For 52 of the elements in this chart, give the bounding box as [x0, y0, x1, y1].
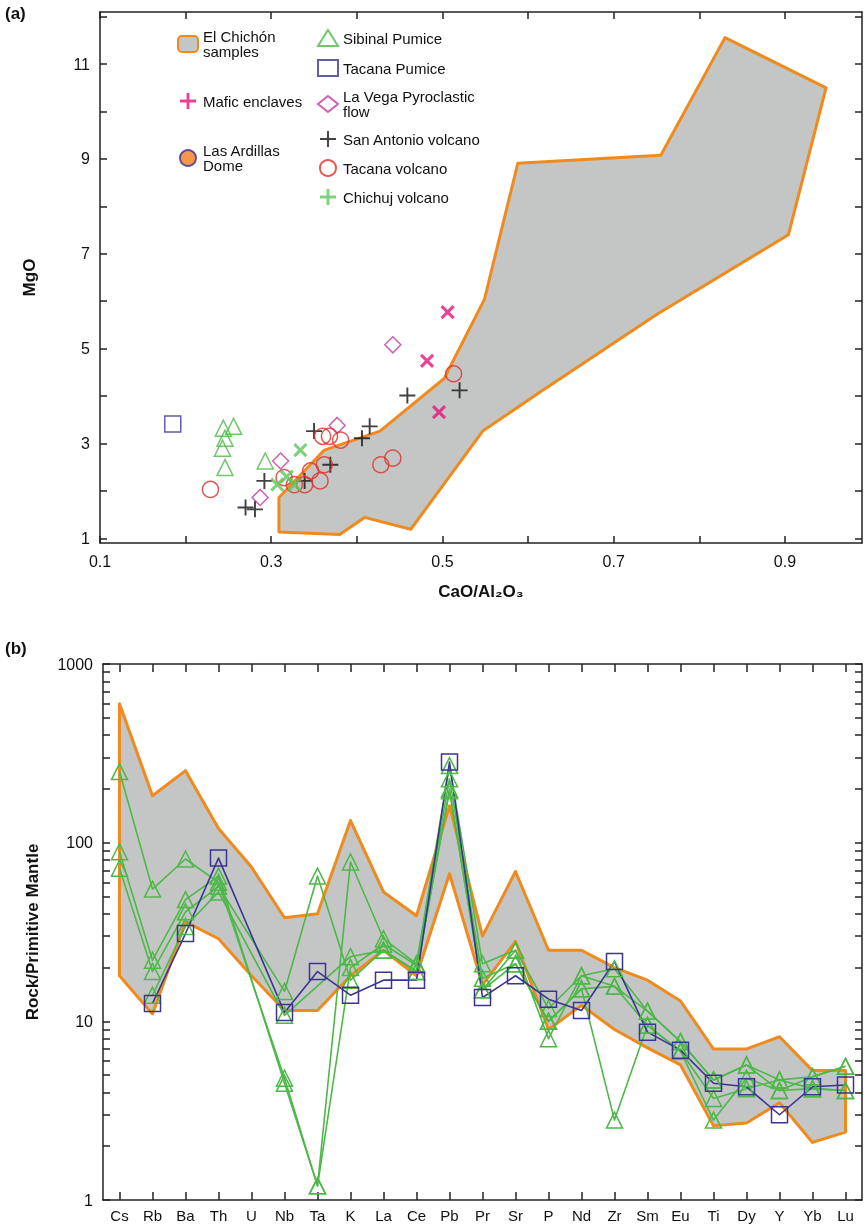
legend-label: Chichuj volcano — [343, 188, 449, 206]
x-tick-label: Pr — [475, 1207, 490, 1224]
x-tick-label: P — [543, 1207, 554, 1224]
x-tick-label: 0.7 — [602, 552, 625, 570]
x-tick-label: Ta — [309, 1207, 327, 1224]
x-tick-label: K — [345, 1207, 356, 1224]
legend-label: La Vega Pyroclastic flow — [343, 88, 479, 120]
legend-label: Tacana Pumice — [343, 59, 446, 77]
y-tick-label: 7 — [81, 245, 91, 263]
y-tick-label: 1 — [81, 529, 91, 547]
x-tick-label: Ti — [707, 1207, 720, 1224]
x-axis-title: CaO/Al₂O₃ — [438, 582, 524, 601]
x-tick-label: Sm — [636, 1207, 659, 1224]
x-tick-label: Ce — [406, 1207, 427, 1224]
y-tick-label: 11 — [73, 55, 91, 73]
legend-label: Sibinal Pumice — [343, 29, 443, 47]
y-axis-title: MgO — [20, 258, 39, 297]
y-tick-label: 100 — [66, 834, 94, 852]
chart-title: (b) — [5, 639, 27, 658]
y-tick-label: 3 — [81, 434, 91, 452]
x-tick-label: Lu — [837, 1207, 854, 1224]
x-tick-label: Sr — [508, 1207, 523, 1224]
legend-label: Tacana volcano — [343, 159, 448, 177]
x-tick-label: Nd — [571, 1207, 592, 1224]
x-tick-label: Eu — [671, 1207, 690, 1224]
legend-label: San Antonio volcano — [343, 130, 480, 148]
x-tick-label: Zr — [607, 1207, 622, 1224]
x-tick-label: Yb — [803, 1207, 822, 1224]
x-tick-label: Pb — [440, 1207, 459, 1224]
legend-label: Las Ardillas Dome — [203, 142, 284, 174]
chart-title: (a) — [5, 4, 26, 23]
y-tick-label: 1000 — [57, 655, 94, 673]
x-tick-label: Ba — [176, 1207, 196, 1224]
y-tick-label: 9 — [81, 150, 91, 168]
x-tick-label: 0.9 — [773, 552, 797, 570]
x-tick-label: Th — [209, 1207, 228, 1224]
x-tick-label: Rb — [142, 1207, 163, 1224]
x-tick-label: La — [375, 1207, 393, 1224]
y-tick-label: 1 — [84, 1191, 94, 1209]
x-tick-label: Cs — [110, 1207, 129, 1224]
y-tick-label: 5 — [81, 340, 91, 358]
x-tick-label: Dy — [737, 1207, 757, 1224]
x-tick-label: Nb — [274, 1207, 295, 1224]
x-tick-label: 0.1 — [88, 552, 112, 570]
y-axis-title: Rock/Primitive Mantle — [23, 843, 42, 1021]
x-tick-label: U — [246, 1207, 257, 1224]
x-tick-label: Y — [774, 1207, 785, 1224]
x-tick-label: 0.5 — [431, 552, 454, 570]
y-tick-label: 10 — [75, 1012, 94, 1030]
legend-label: El Chichón samples — [203, 28, 280, 60]
x-tick-label: 0.3 — [260, 552, 283, 570]
legend-label: Mafic enclaves — [203, 92, 303, 110]
